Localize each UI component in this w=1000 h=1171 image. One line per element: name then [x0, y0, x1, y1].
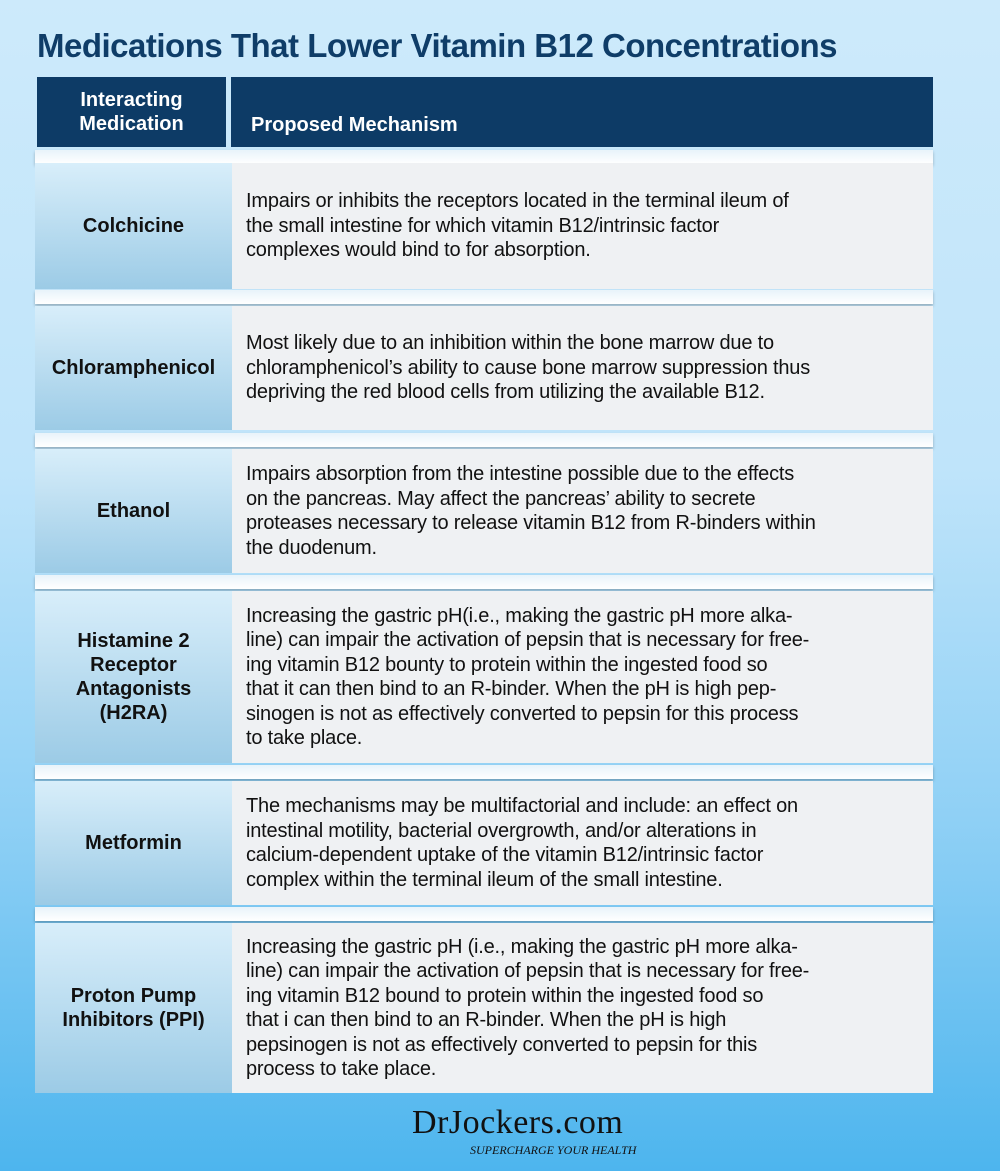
mechanism-line: Increasing the gastric pH(i.e., making t… [246, 604, 793, 627]
row-divider [35, 290, 933, 304]
mechanism-line: line) can impair the activation of pepsi… [246, 960, 810, 982]
table-row: Colchicine Impairs or inhibits the recept… [35, 163, 933, 289]
mechanism-line: pepsinogen is not as effectively convert… [246, 1033, 758, 1056]
mechanism-line: Increasing the gastric pH (i.e., making … [246, 935, 798, 958]
medication-label: Metformin [85, 832, 182, 854]
mechanism-line: intestinal motility, bacterial overgrowt… [246, 819, 757, 842]
mechanism-line: ing vitamin B12 bounty to protein within… [246, 653, 768, 676]
mechanism-line: that i can then bind to an R-binder. Whe… [246, 1009, 727, 1031]
medication-name: Proton Pump Inhibitors (PPI) [35, 923, 232, 1093]
drjockers-logo: DrJockers.com SUPERCHARGE YOUR HEALTH [412, 1104, 636, 1158]
page-title: Medications That Lower Vitamin B12 Conce… [37, 27, 838, 64]
mechanism-line: depriving the red blood cells from utili… [246, 381, 765, 404]
header-medication: Interacting Medication [37, 77, 226, 147]
table-row: Metformin The mechanisms may be multifact… [35, 781, 933, 905]
mechanism-line: that it can then bind to an R-binder. Wh… [246, 678, 777, 700]
medication-name: Histamine 2 Receptor Antagonists (H2RA) [35, 591, 232, 763]
mechanism-line: ing vitamin B12 bound to protein within … [246, 984, 764, 1007]
row-divider [35, 575, 933, 589]
mechanism-line: Most likely due to an inhibition within … [246, 332, 774, 355]
mechanism-line: the small intestine for which vitamin B1… [246, 214, 720, 237]
mechanism-text: Impairs absorption from the intestine po… [232, 449, 933, 573]
mechanism-line: on the pancreas. May affect the pancreas… [246, 487, 756, 510]
row-divider [35, 765, 933, 779]
mechanism-text: Most likely due to an inhibition within … [232, 306, 933, 430]
medication-name: Colchicine [35, 163, 232, 289]
medication-name: Ethanol [35, 449, 232, 573]
row-divider [35, 150, 933, 164]
mechanism-line: process to take place. [246, 1058, 437, 1080]
medication-label: Colchicine [82, 215, 185, 237]
medication-label: Chloramphenicol [51, 357, 216, 379]
table-row: Ethanol Impairs absorption from the intes… [35, 449, 933, 573]
medication-label: Proton Pump Inhibitors (PPI) [62, 985, 205, 1031]
mechanism-line: proteases necessary to release vitamin B… [246, 512, 816, 534]
table-row: Proton Pump Inhibitors (PPI) Increasing t… [35, 923, 933, 1093]
mechanism-line: Impairs or inhibits the receptors locate… [246, 190, 789, 213]
header-mechanism: Proposed Mechanism [231, 77, 933, 147]
table-row: Chloramphenicol Most likely due to an inh… [35, 306, 933, 430]
mechanism-text: Increasing the gastric pH(i.e., making t… [232, 591, 933, 763]
logo-tagline: SUPERCHARGE YOUR HEALTH [470, 1143, 637, 1157]
mechanism-line: Impairs absorption from the intestine po… [246, 463, 795, 485]
medication-label: Ethanol [96, 500, 171, 522]
medication-label: Histamine 2 Receptor Antagonists (H2RA) [75, 630, 192, 724]
mechanism-line: complexes would bind to for absorption. [246, 239, 591, 262]
mechanism-text: The mechanisms may be multifactorial and… [232, 781, 933, 905]
mechanism-line: sinogen is not as effectively converted … [246, 702, 799, 725]
mechanism-line: complex within the terminal ileum of the… [246, 868, 723, 891]
row-divider [35, 907, 933, 921]
logo-name: DrJockers.com [412, 1104, 624, 1141]
row-divider [35, 433, 933, 447]
mechanism-line: calcium-dependent uptake of the vitamin … [246, 844, 764, 866]
medication-name: Chloramphenicol [35, 306, 232, 430]
mechanism-line: to take place. [246, 727, 363, 749]
mechanism-text: Increasing the gastric pH (i.e., making … [232, 923, 933, 1093]
mechanism-line: line) can impair the activation of pepsi… [246, 629, 810, 651]
mechanism-line: the duodenum. [246, 536, 377, 559]
mechanism-line: chloramphenicol’s ability to cause bone … [246, 356, 811, 379]
mechanism-line: The mechanisms may be multifactorial and… [246, 795, 798, 817]
mechanism-text: Impairs or inhibits the receptors locate… [232, 163, 933, 289]
medication-name: Metformin [35, 781, 232, 905]
table-row: Histamine 2 Receptor Antagonists (H2RA) I… [35, 591, 933, 763]
